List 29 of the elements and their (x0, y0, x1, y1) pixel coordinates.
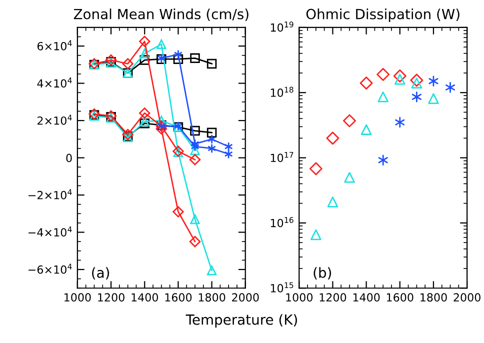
x-tick-label: 1200 (98, 293, 124, 302)
y-tick-label: 4×10$^{4}$ (37, 78, 72, 88)
annotation: (b) (314, 267, 332, 280)
x-tick-label: 1400 (353, 293, 380, 302)
x-tick-label: 1800 (198, 293, 226, 302)
x-tick-label: 1600 (386, 293, 414, 302)
y-tick-label: 10$^{19}$ (270, 22, 294, 32)
y-tick-label: −6×10$^{4}$ (28, 264, 72, 274)
y-tick-label: 10$^{17}$ (270, 152, 294, 162)
y-tick-label: 0 (66, 154, 72, 162)
annotation: (a) (92, 267, 110, 280)
x-tick-label: 1200 (320, 293, 346, 302)
x-tick-label: 1000 (286, 293, 313, 302)
y-tick-label: 2×10$^{4}$ (38, 114, 72, 125)
x-tick-label: 1600 (165, 293, 192, 302)
x-tick-label: 1800 (420, 293, 447, 302)
y-tick-label: −2×10$^{4}$ (28, 189, 72, 200)
x-tick-label: 1000 (64, 293, 91, 302)
chart-title: Ohmic Dissipation (W) (306, 8, 460, 22)
x-tick-label: 1400 (132, 293, 158, 302)
y-tick-label: 10$^{15}$ (270, 282, 294, 292)
chart-title: Zonal Mean Winds (cm/s) (74, 8, 248, 21)
y-tick-label: 10$^{18}$ (270, 86, 294, 97)
x-tick-label: 2000 (454, 293, 480, 302)
x-axis-title: Temperature (K) (186, 314, 297, 328)
y-tick-label: 10$^{16}$ (270, 217, 294, 228)
y-tick-label: −4×10$^{4}$ (28, 226, 72, 237)
x-tick-label: 2000 (232, 293, 259, 302)
y-tick-label: 6×10$^{4}$ (37, 40, 72, 50)
